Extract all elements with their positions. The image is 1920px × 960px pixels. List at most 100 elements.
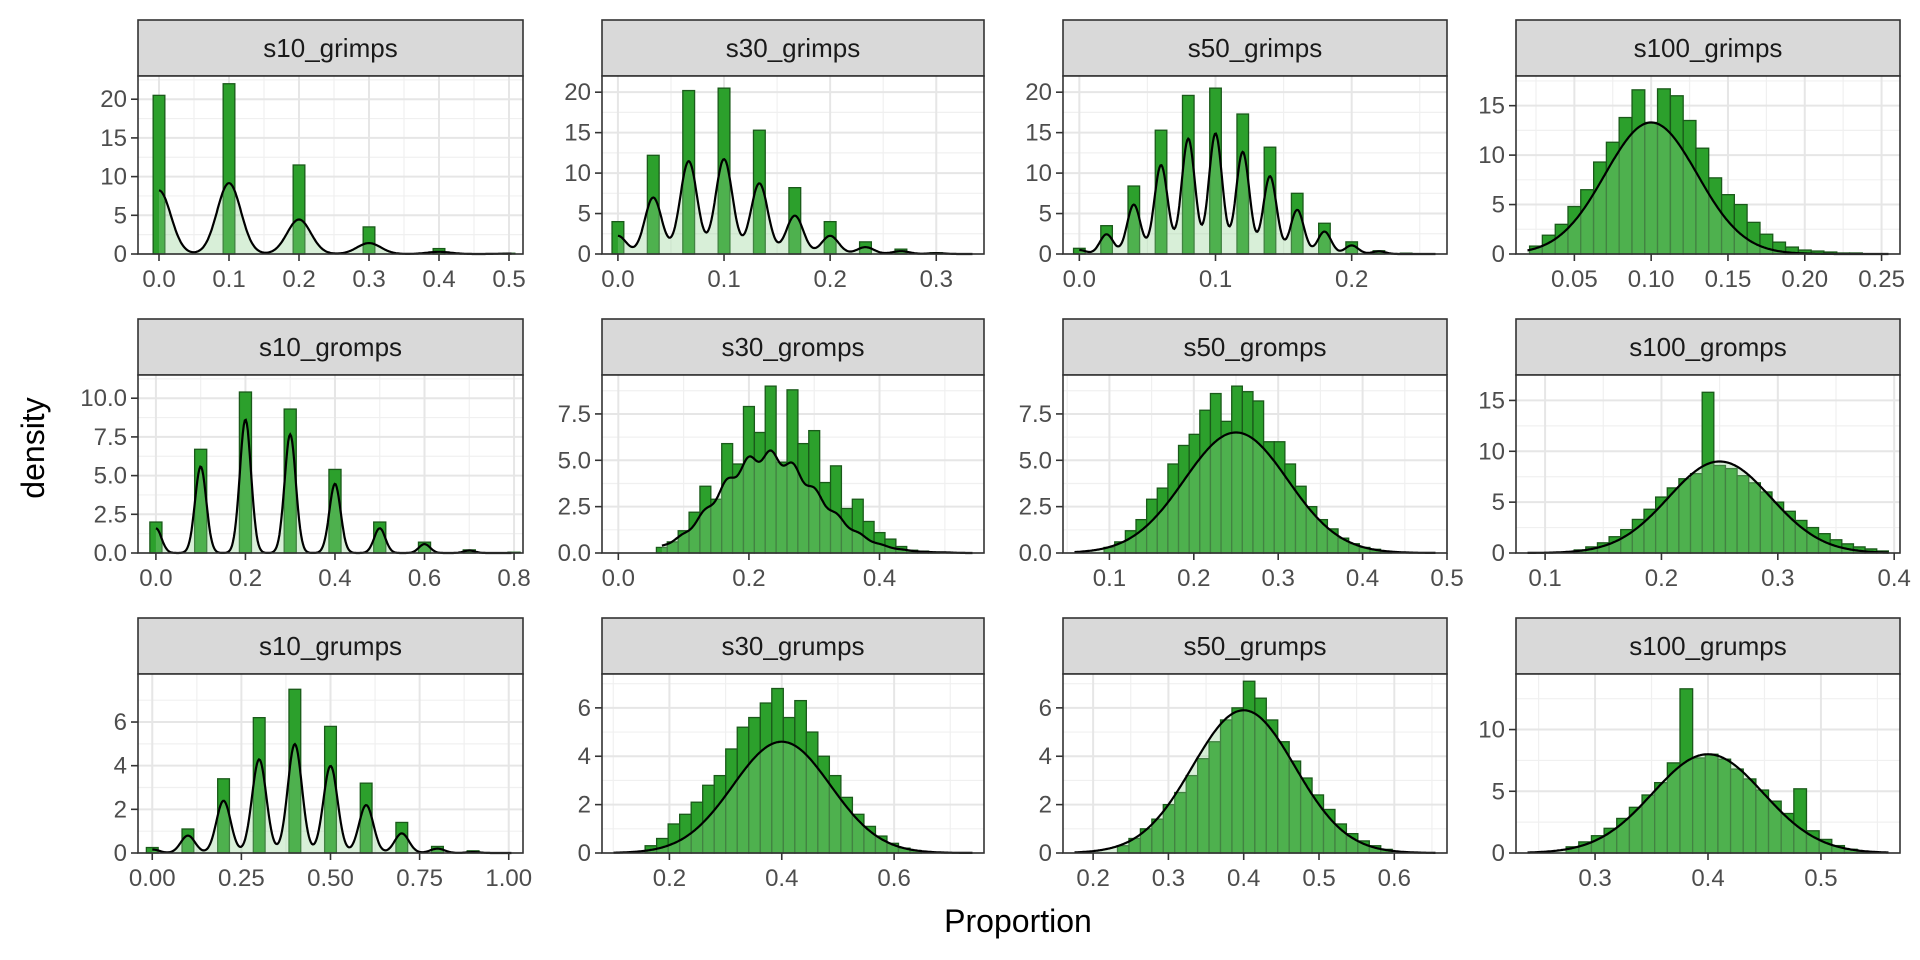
x-tick-label: 0.00 bbox=[129, 865, 176, 892]
y-tick-label: 5.0 bbox=[94, 463, 127, 490]
facet-strip bbox=[137, 318, 524, 376]
x-tick-label: 0.25 bbox=[1858, 266, 1905, 293]
y-tick-label: 6 bbox=[1039, 695, 1052, 722]
density-curve bbox=[613, 740, 973, 854]
x-tick-label: 0.1 bbox=[212, 266, 245, 293]
y-tick-label: 5 bbox=[114, 202, 127, 229]
density-curve bbox=[661, 449, 973, 555]
y-tick-label: 6 bbox=[578, 695, 591, 722]
facet-strip bbox=[137, 617, 524, 675]
x-axis-title: Proportion bbox=[944, 903, 1092, 939]
y-tick-label: 0 bbox=[1492, 540, 1505, 567]
facet-panel-s100-grumps: s100_grumps 0.3 0.4 0.5 0 5 10 bbox=[1478, 617, 1901, 892]
x-tick-label: 0.5 bbox=[1804, 865, 1837, 892]
y-tick-label: 15 bbox=[1478, 387, 1505, 414]
x-tick-label: 0.0 bbox=[602, 565, 635, 592]
x-tick-label: 0.4 bbox=[765, 865, 798, 892]
density-area bbox=[661, 450, 973, 553]
y-tick-label: 5 bbox=[1492, 192, 1505, 219]
x-tick-label: 0.2 bbox=[732, 565, 765, 592]
facet-strip-title: s100_gromps bbox=[1629, 332, 1787, 362]
facet-strip bbox=[137, 19, 524, 77]
panel-border bbox=[1062, 673, 1448, 854]
x-tick-label: 0.6 bbox=[1378, 865, 1411, 892]
x-tick-label: 0.3 bbox=[1761, 565, 1794, 592]
facet-panel-s100-gromps: s100_gromps 0.1 0.2 0.3 0.4 0 5 10 15 bbox=[1478, 318, 1911, 592]
density-curve bbox=[1074, 431, 1436, 554]
y-tick-label: 5 bbox=[578, 201, 591, 228]
y-tick-label: 0.0 bbox=[1019, 540, 1052, 567]
y-tick-label: 10 bbox=[564, 160, 591, 187]
x-tick-label: 0.2 bbox=[813, 266, 846, 293]
x-tick-label: 0.4 bbox=[863, 565, 896, 592]
x-tick-label: 0.6 bbox=[877, 865, 910, 892]
facet-panel-s100-grimps: s100_grimps 0.05 0.10 0.15 0.20 0.25 0 5 10 15 bbox=[1478, 19, 1905, 293]
x-tick-label: 0.1 bbox=[1093, 565, 1126, 592]
y-tick-label: 0 bbox=[114, 840, 127, 867]
x-tick-label: 0.3 bbox=[1152, 865, 1185, 892]
x-tick-label: 0.4 bbox=[1691, 865, 1724, 892]
facet-strip-title: s50_grumps bbox=[1183, 631, 1326, 661]
facet-strip bbox=[601, 19, 985, 77]
x-tick-label: 0.5 bbox=[1302, 865, 1335, 892]
y-tick-label: 2 bbox=[114, 796, 127, 823]
y-tick-label: 0 bbox=[578, 241, 591, 268]
y-tick-label: 0 bbox=[1492, 840, 1505, 867]
facet-strip-title: s30_grimps bbox=[726, 33, 860, 63]
y-tick-label: 10 bbox=[100, 164, 127, 191]
facet-strip bbox=[1062, 19, 1448, 77]
y-tick-label: 2.5 bbox=[1019, 494, 1052, 521]
facet-panel-s50-grimps: s50_grimps 0.0 0.1 0.2 0 5 10 15 20 bbox=[1025, 19, 1448, 293]
x-tick-label: 0.2 bbox=[1335, 266, 1368, 293]
y-tick-label: 0 bbox=[1039, 840, 1052, 867]
density-curve bbox=[1074, 709, 1436, 854]
x-tick-label: 0.0 bbox=[1063, 266, 1096, 293]
x-tick-label: 0.2 bbox=[229, 565, 262, 592]
x-tick-label: 0.8 bbox=[497, 565, 530, 592]
x-tick-label: 0.20 bbox=[1781, 266, 1828, 293]
density-curve bbox=[1079, 132, 1436, 256]
x-tick-label: 0.1 bbox=[1528, 565, 1561, 592]
density-area bbox=[1527, 754, 1889, 853]
facet-panel-s50-grumps: s50_grumps 0.2 0.3 0.4 0.5 0.6 0 2 4 6 bbox=[1039, 617, 1448, 892]
panel-border bbox=[601, 374, 985, 554]
x-tick-label: 0.2 bbox=[1177, 565, 1210, 592]
density-area bbox=[1079, 133, 1436, 254]
y-tick-label: 10 bbox=[1478, 142, 1505, 169]
y-tick-label: 0 bbox=[1039, 241, 1052, 268]
y-tick-label: 15 bbox=[1478, 93, 1505, 120]
facet-panel-s10-grimps: s10_grimps 0.0 0.1 0.2 0.3 0.4 0.5 0 5 10 15 20 bbox=[100, 19, 526, 293]
y-tick-label: 2.5 bbox=[94, 501, 127, 528]
x-tick-label: 0.5 bbox=[1430, 565, 1463, 592]
density-area bbox=[159, 183, 512, 254]
density-area bbox=[1074, 710, 1436, 853]
x-tick-label: 0.1 bbox=[707, 266, 740, 293]
density-area bbox=[617, 159, 973, 254]
x-tick-label: 0.0 bbox=[142, 266, 175, 293]
y-tick-label: 0 bbox=[114, 241, 127, 268]
facet-strip-title: s50_gromps bbox=[1183, 332, 1326, 362]
y-tick-label: 5 bbox=[1492, 778, 1505, 805]
panel-border bbox=[137, 374, 524, 554]
y-tick-label: 6 bbox=[114, 709, 127, 736]
x-tick-label: 0.4 bbox=[1227, 865, 1260, 892]
x-tick-label: 0.4 bbox=[1346, 565, 1379, 592]
facet-panel-s10-gromps: s10_gromps 0.0 0.2 0.4 0.6 0.8 0.0 2.5 5.0 7.5 10.… bbox=[80, 318, 531, 592]
y-tick-label: 4 bbox=[1039, 743, 1052, 770]
y-tick-label: 10 bbox=[1478, 717, 1505, 744]
x-tick-label: 0.05 bbox=[1551, 266, 1598, 293]
facet-panel-s30-gromps: s30_gromps 0.0 0.2 0.4 0.0 2.5 5.0 7.5 bbox=[558, 318, 985, 592]
facet-strip-title: s50_grimps bbox=[1188, 33, 1322, 63]
x-tick-label: 0.6 bbox=[408, 565, 441, 592]
x-tick-label: 0.3 bbox=[352, 266, 385, 293]
y-tick-label: 2.5 bbox=[558, 494, 591, 521]
x-tick-label: 0.3 bbox=[920, 266, 953, 293]
panel-background bbox=[138, 76, 523, 254]
facet-panel-s10-grumps: s10_grumps 0.00 0.25 0.50 0.75 1.00 0 2 4 6 bbox=[114, 617, 532, 892]
panel-border bbox=[137, 75, 524, 255]
facet-strip-title: s100_grumps bbox=[1629, 631, 1787, 661]
y-tick-label: 20 bbox=[1025, 79, 1052, 106]
x-tick-label: 0.2 bbox=[1076, 865, 1109, 892]
